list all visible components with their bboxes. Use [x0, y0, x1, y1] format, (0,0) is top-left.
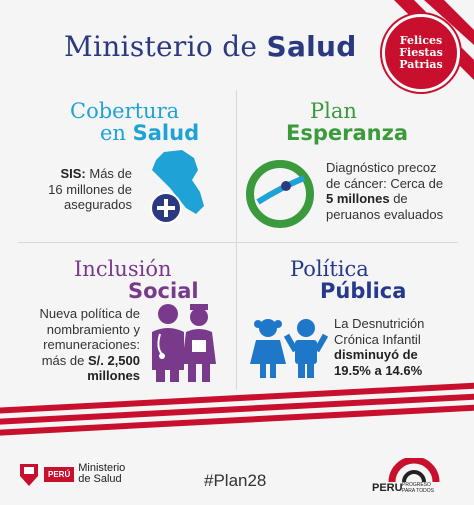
- plan-esperanza-logo-icon: [246, 160, 314, 228]
- politica-text-line1: La Desnutrición: [334, 316, 425, 331]
- progreso-main: PERU: [372, 482, 403, 494]
- title-regular: Ministerio de: [64, 30, 267, 63]
- plan-text-line4: peruanos evaluados: [326, 206, 444, 222]
- cobertura-title-line2-bold: Salud: [132, 121, 200, 145]
- inclusion-text-line4-regular: más de: [41, 352, 88, 368]
- ministerio-line2: de Salud: [78, 473, 122, 485]
- title-bold: Salud: [266, 30, 357, 63]
- inclusion-text-line5-bold: millones: [87, 368, 140, 383]
- ribbon-badge: Felices Fiestas Patrias: [382, 14, 460, 92]
- cobertura-text: SIS: Más de 16 millones de asegurados: [36, 166, 132, 213]
- plan-text-bold: 5 millones: [326, 191, 390, 206]
- progreso-sub: PROGRESO PARA TODOS: [402, 482, 434, 494]
- inclusion-title-line2: Social: [128, 279, 199, 303]
- inclusion-text-line4-bold: S/. 2,500: [87, 352, 140, 368]
- politica-text-line2: Crónica Infantil: [334, 331, 421, 347]
- inclusion-text-line2: nombramiento y: [46, 321, 140, 337]
- cobertura-sis: SIS:: [60, 166, 86, 181]
- children-icon: [250, 319, 328, 378]
- peru-label: PERÚ: [44, 466, 75, 482]
- cobertura-text-rest1: Más de: [85, 166, 132, 181]
- fiestas-patrias-ribbon: Felices Fiestas Patrias: [354, 0, 474, 110]
- progreso-sub2: PARA TODOS: [402, 488, 434, 494]
- plan-text-line1: Diagnóstico precoz: [326, 160, 437, 175]
- peru-shield-icon: [20, 464, 38, 486]
- page-title: Ministerio de Salud: [64, 30, 357, 63]
- plan-title-line1: Plan: [310, 99, 357, 123]
- cobertura-title-line1: Cobertura: [70, 99, 180, 123]
- ministerio-logo: PERÚ Ministerio de Salud: [18, 462, 125, 486]
- cobertura-text-line2: 16 millones de: [48, 181, 132, 197]
- politica-title-line1: Política: [290, 257, 369, 281]
- cobertura-title-line2-regular: en: [100, 121, 133, 145]
- inclusion-text-line1: Nueva política de: [39, 306, 140, 321]
- ribbon-line2: Fiestas: [399, 46, 443, 59]
- health-workers-icon: [152, 304, 216, 382]
- politica-title: Política Pública: [290, 258, 406, 302]
- progreso-sub1: PROGRESO: [402, 482, 431, 488]
- ministerio-label: Ministerio de Salud: [78, 463, 125, 485]
- plan-title: Plan Esperanza: [286, 99, 408, 144]
- politica-text-line4: 19.5% a 14.6%: [334, 362, 423, 378]
- plan-text-line2: de cáncer: Cerca de: [326, 175, 444, 191]
- politica-text-line3: disminuyó de: [334, 347, 418, 362]
- peru-progreso-logo-icon: [388, 458, 440, 483]
- inclusion-text: Nueva política de nombramiento y remuner…: [16, 306, 140, 384]
- plan-text: Diagnóstico precoz de cáncer: Cerca de 5…: [326, 160, 443, 222]
- vertical-divider: [236, 90, 237, 390]
- inclusion-text-line3: remuneraciones:: [43, 337, 140, 352]
- politica-text: La Desnutrición Crónica Infantil disminu…: [334, 316, 424, 378]
- hashtag: #Plan28: [204, 471, 267, 490]
- inclusion-title-line1: Inclusión: [74, 257, 172, 281]
- cobertura-text-line3: asegurados: [64, 197, 132, 212]
- plan-title-line2: Esperanza: [286, 121, 408, 145]
- horizontal-divider: [18, 242, 458, 243]
- politica-title-line2: Pública: [320, 279, 407, 303]
- cobertura-title: Cobertura en Salud: [70, 100, 199, 144]
- ribbon-line1: Felices: [399, 34, 443, 47]
- inclusion-title: Inclusión Social: [74, 258, 199, 302]
- ministerio-line1: Ministerio: [78, 462, 126, 474]
- peru-map-icon: [150, 150, 204, 224]
- footer: PERÚ Ministerio de Salud #Plan28 PERU PR…: [0, 440, 474, 505]
- ribbon-line3: Patrias: [399, 58, 443, 71]
- plan-text-line3-rest: de: [389, 191, 408, 206]
